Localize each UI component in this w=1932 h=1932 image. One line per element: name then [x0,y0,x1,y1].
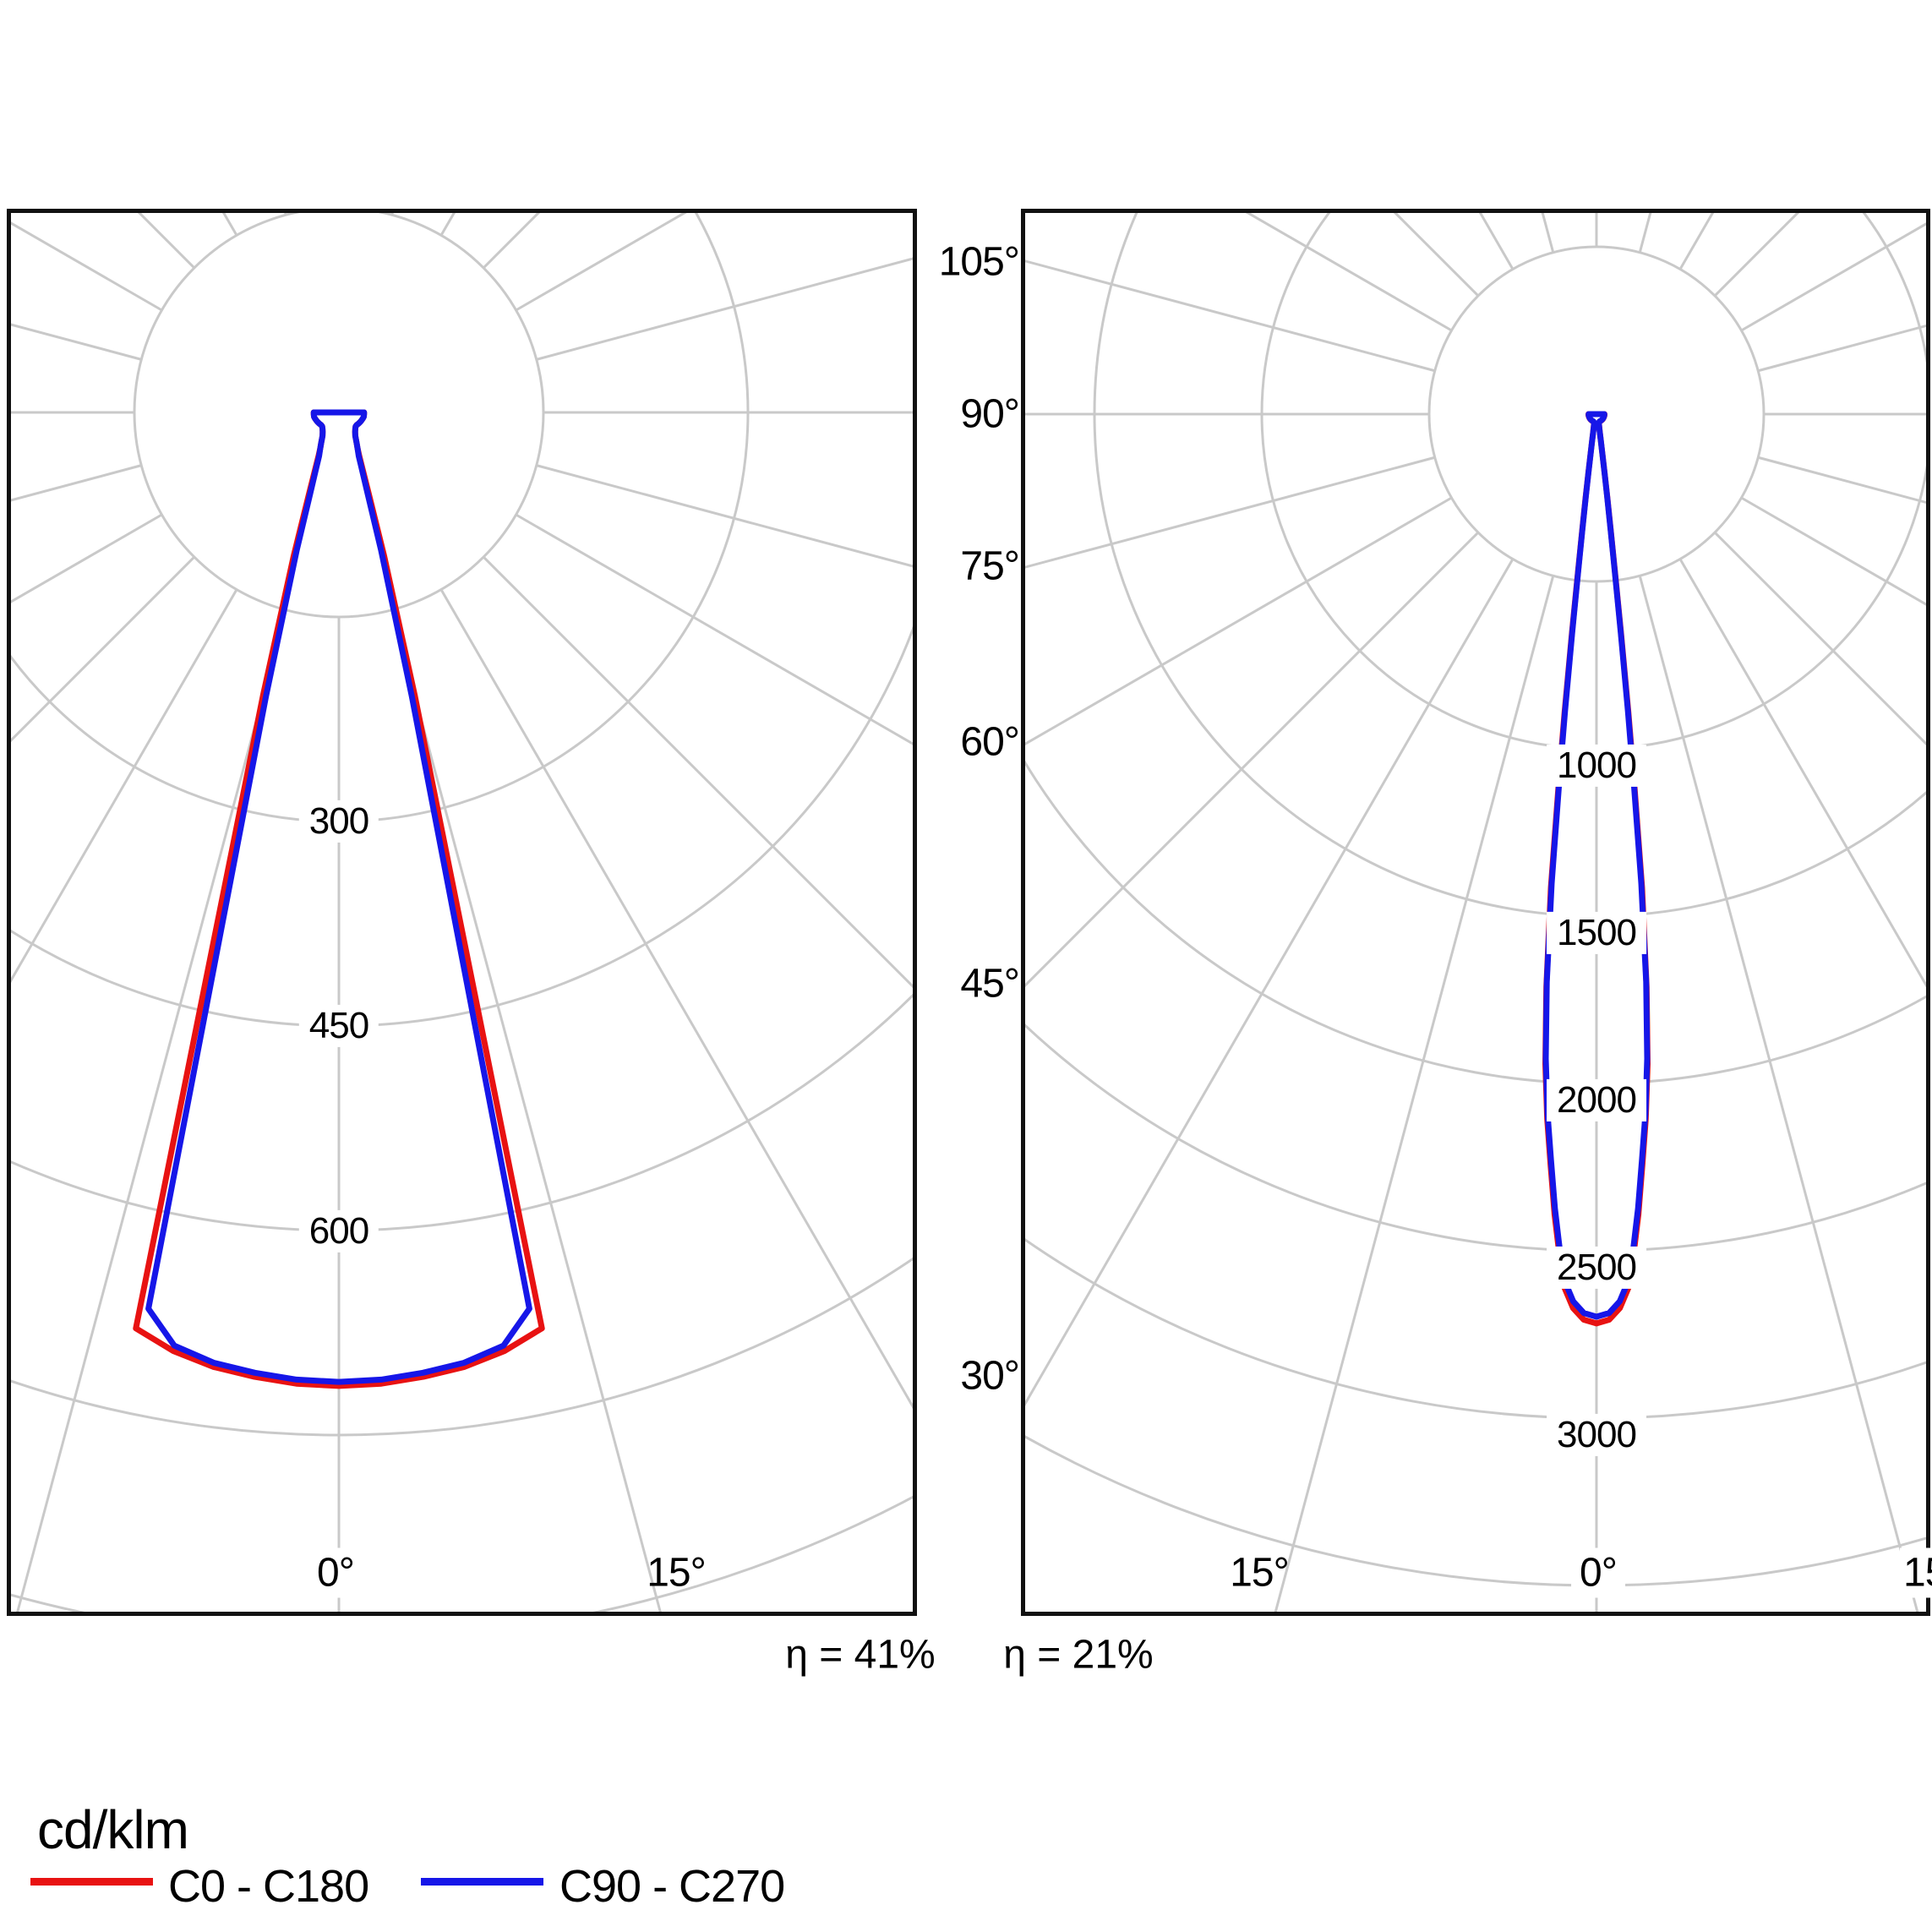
efficiency-label-left: η = 41% [785,1632,936,1678]
ring-label-600: 600 [298,1209,379,1253]
polar-canvas-right [1025,213,1926,1612]
ring-label-1000: 1000 [1547,744,1646,788]
legend-line-c0 [30,1878,153,1886]
angle-label-45: 45° [960,961,1020,1007]
angle-label-60: 60° [960,719,1020,765]
ring-label-1500: 1500 [1547,911,1646,955]
ring-label-2000: 2000 [1547,1078,1646,1122]
angle-label-75: 75° [960,543,1020,589]
efficiency-label-right: η = 21% [1003,1632,1154,1678]
angle-label-15-left: 15° [647,1550,707,1596]
curve-C90-C270 [145,409,532,1385]
angle-label-105: 105° [938,239,1020,285]
legend-line-c90 [421,1878,543,1886]
angle-label-15-right-clipped: 15° [1900,1547,1932,1598]
legend-label-c90: C90 - C270 [559,1861,785,1912]
ring-label-3000: 3000 [1547,1413,1646,1457]
curve-C90-C270 [1542,411,1651,1320]
angle-label-90: 90° [960,391,1020,437]
angle-label-30: 30° [960,1353,1020,1399]
ring-label-2500: 2500 [1547,1246,1646,1290]
polar-panel-right [1021,209,1930,1616]
angle-label-0-right: 0° [1571,1547,1625,1598]
angle-label-15-right-left: 15° [1230,1550,1290,1596]
angle-label-0-left: 0° [308,1547,363,1598]
legend-label-c0: C0 - C180 [168,1861,369,1912]
polar-canvas-left [11,213,913,1612]
ring-label-300: 300 [298,800,379,843]
polar-panel-left [7,209,917,1616]
ring-label-450: 450 [298,1004,379,1048]
legend-units-label: cd/klm [37,1799,189,1860]
